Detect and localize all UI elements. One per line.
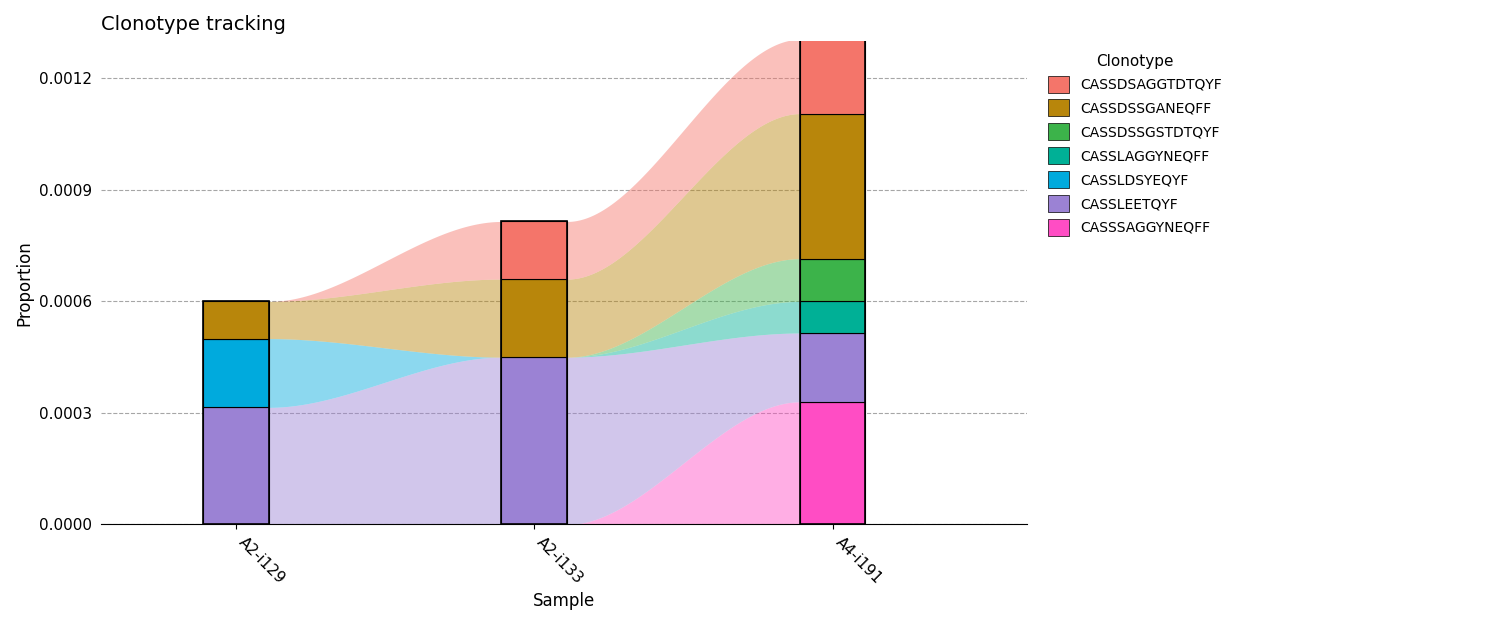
Bar	[202, 339, 268, 408]
Bar	[800, 259, 865, 301]
Bar	[202, 301, 268, 339]
X-axis label: Sample: Sample	[532, 592, 596, 610]
Legend: CASSDSAGGTDTQYF, CASSDSSGANEQFF, CASSDSSGSTDTQYF, CASSLAGGYNEQFF, CASSLDSYEQYF, : CASSDSAGGTDTQYF, CASSDSSGANEQFF, CASSDSS…	[1042, 48, 1227, 241]
Bar	[800, 333, 865, 402]
Bar	[501, 357, 567, 524]
Bar	[800, 301, 865, 333]
Bar	[800, 114, 865, 259]
Bar	[501, 221, 567, 279]
Bar	[800, 39, 865, 114]
Text: Clonotype tracking: Clonotype tracking	[102, 15, 286, 34]
Bar	[800, 402, 865, 524]
Y-axis label: Proportion: Proportion	[15, 240, 33, 326]
Bar	[501, 279, 567, 357]
Bar	[202, 408, 268, 524]
